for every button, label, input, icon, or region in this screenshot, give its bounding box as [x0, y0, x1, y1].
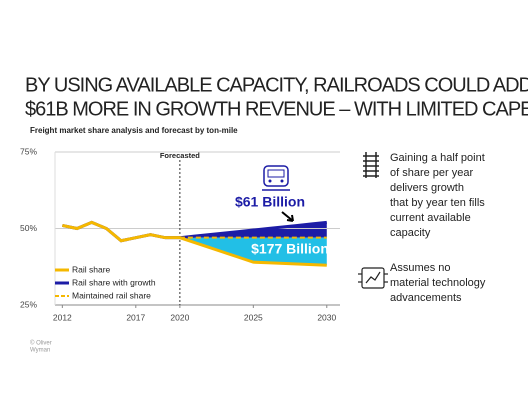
x-tick-label: 2025	[244, 312, 263, 322]
maintained-area	[179, 237, 327, 266]
copyright: Wyman	[30, 348, 50, 354]
y-tick-label: 25%	[20, 299, 37, 309]
y-tick-label: 75%	[20, 146, 37, 156]
annotation-arrow	[281, 211, 294, 222]
growth-area-label: $61 Billion	[235, 194, 305, 210]
note-text: current available	[390, 212, 471, 224]
x-tick-label: 2012	[53, 312, 72, 322]
legend-label: Maintained rail share	[72, 290, 151, 300]
forecast-label: Forecasted	[160, 151, 200, 160]
y-tick-label: 50%	[20, 223, 37, 233]
maintained-area-label: $177 Billion	[251, 241, 329, 257]
series-line	[62, 220, 327, 267]
rail-icon	[363, 152, 379, 178]
note-text: delivers growth	[390, 182, 464, 194]
legend-label: Rail share with growth	[72, 277, 156, 287]
legend-label: Rail share	[72, 264, 111, 274]
tech-icon	[358, 267, 388, 289]
note-text: material technology	[390, 277, 486, 289]
x-tick-label: 2030	[317, 312, 336, 322]
note-text: capacity	[390, 227, 431, 239]
title-line: $61B MORE IN GROWTH REVENUE – WITH LIMIT…	[25, 98, 528, 120]
note-text: Gaining a half point	[390, 152, 485, 164]
x-tick-label: 2017	[126, 312, 145, 322]
copyright: © Oliver	[30, 340, 52, 347]
title-line: BY USING AVAILABLE CAPACITY, RAILROADS C…	[25, 74, 528, 96]
note-text: Assumes no	[390, 262, 451, 274]
note-text: advancements	[390, 292, 462, 304]
note-text: of share per year	[390, 167, 473, 179]
train-icon	[262, 165, 290, 191]
note-text: that by year ten fills	[390, 197, 485, 209]
subtitle: Freight market share analysis and foreca…	[30, 126, 238, 135]
x-tick-label: 2020	[170, 312, 189, 322]
